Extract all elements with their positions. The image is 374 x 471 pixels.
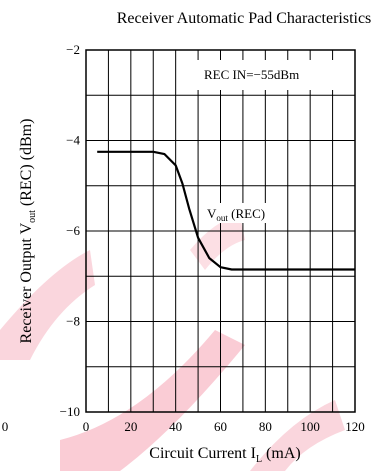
watermark-ribbon xyxy=(0,250,95,360)
y-tick-label: −6 xyxy=(66,223,80,238)
y-tick-label: −10 xyxy=(60,404,80,419)
stray-tick-label: 0 xyxy=(2,419,9,434)
x-tick-label: 0 xyxy=(83,419,90,434)
x-tick-label: 60 xyxy=(214,419,227,434)
x-tick-label: 20 xyxy=(124,419,137,434)
series-group: Vout (REC) xyxy=(97,152,355,270)
y-tick-label: −2 xyxy=(66,42,80,57)
grid xyxy=(86,50,355,412)
chart-title: Receiver Automatic Pad Characteristics xyxy=(117,10,372,27)
x-tick-label: 100 xyxy=(300,419,320,434)
y-tick-label: −8 xyxy=(66,314,80,329)
condition-label: REC IN=−55dBm xyxy=(204,67,299,82)
x-tick-label: 40 xyxy=(169,419,182,434)
x-tick-label: 80 xyxy=(259,419,272,434)
y-tick-label: −4 xyxy=(66,133,80,148)
x-tick-label: 120 xyxy=(345,419,365,434)
series-label: Vout (REC) xyxy=(207,206,265,223)
y-axis-tick-labels: −10 −8 −6 −4 −2 xyxy=(60,42,81,419)
